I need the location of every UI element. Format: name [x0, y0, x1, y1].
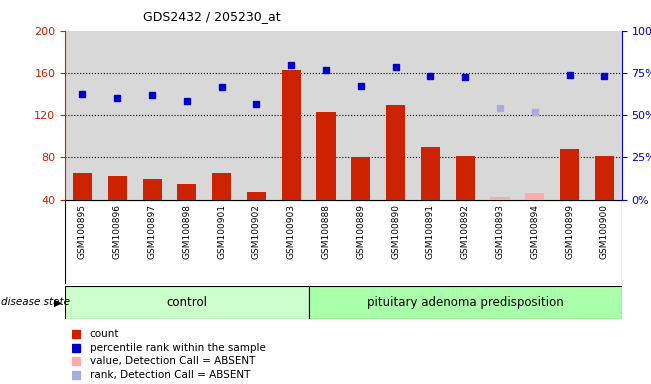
Text: GSM100894: GSM100894: [530, 204, 539, 259]
Text: GSM100899: GSM100899: [565, 204, 574, 259]
Bar: [386, 105, 405, 200]
Text: GDS2432 / 205230_at: GDS2432 / 205230_at: [143, 10, 281, 23]
Text: value, Detection Call = ABSENT: value, Detection Call = ABSENT: [90, 356, 255, 366]
Text: disease state: disease state: [1, 297, 70, 308]
Text: GSM100891: GSM100891: [426, 204, 435, 259]
Text: GSM100897: GSM100897: [148, 204, 157, 259]
Text: pituitary adenoma predisposition: pituitary adenoma predisposition: [367, 296, 564, 309]
Bar: [107, 177, 127, 200]
Text: GSM100889: GSM100889: [356, 204, 365, 259]
Bar: [282, 70, 301, 200]
Text: GSM100902: GSM100902: [252, 204, 261, 259]
Bar: [309, 286, 622, 319]
Text: control: control: [167, 296, 208, 309]
Text: percentile rank within the sample: percentile rank within the sample: [90, 343, 266, 353]
Bar: [65, 286, 309, 319]
Bar: [595, 156, 614, 200]
Bar: [456, 156, 475, 200]
Text: GSM100895: GSM100895: [78, 204, 87, 259]
Text: GSM100892: GSM100892: [461, 204, 469, 259]
Text: GSM100888: GSM100888: [322, 204, 331, 259]
Text: GSM100900: GSM100900: [600, 204, 609, 259]
Text: GSM100898: GSM100898: [182, 204, 191, 259]
Text: rank, Detection Call = ABSENT: rank, Detection Call = ABSENT: [90, 370, 250, 380]
Bar: [352, 157, 370, 200]
Text: GSM100896: GSM100896: [113, 204, 122, 259]
Bar: [73, 173, 92, 200]
Text: GSM100893: GSM100893: [495, 204, 505, 259]
Bar: [247, 192, 266, 200]
Bar: [421, 147, 440, 200]
Text: count: count: [90, 329, 119, 339]
Bar: [143, 179, 161, 200]
Text: GSM100901: GSM100901: [217, 204, 226, 259]
Text: GSM100903: GSM100903: [286, 204, 296, 259]
Bar: [560, 149, 579, 200]
Bar: [316, 112, 335, 200]
Text: GSM100890: GSM100890: [391, 204, 400, 259]
Bar: [525, 194, 544, 200]
Bar: [212, 173, 231, 200]
Text: ▶: ▶: [54, 297, 62, 308]
Bar: [177, 184, 197, 200]
Bar: [490, 197, 510, 200]
